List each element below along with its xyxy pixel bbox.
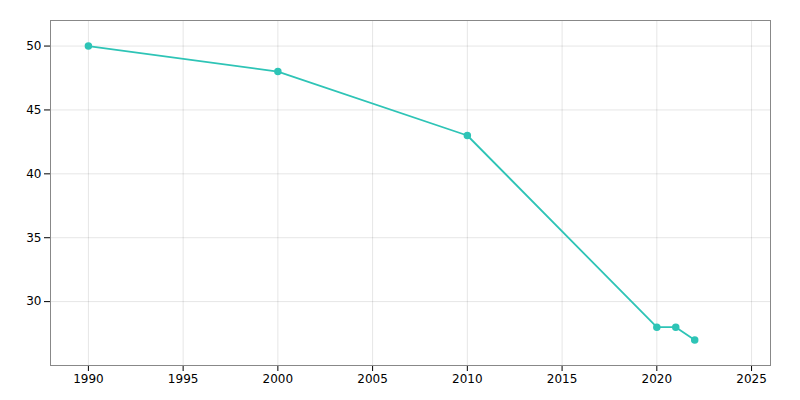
svg-text:45: 45 — [26, 103, 41, 117]
svg-text:2010: 2010 — [452, 372, 483, 386]
svg-text:40: 40 — [26, 167, 41, 181]
svg-text:2000: 2000 — [263, 372, 294, 386]
svg-text:2020: 2020 — [642, 372, 673, 386]
svg-text:2005: 2005 — [357, 372, 388, 386]
svg-text:1995: 1995 — [168, 372, 199, 386]
svg-text:2015: 2015 — [547, 372, 578, 386]
svg-text:1990: 1990 — [73, 372, 104, 386]
svg-text:2025: 2025 — [736, 372, 767, 386]
svg-text:30: 30 — [26, 294, 41, 308]
svg-text:50: 50 — [26, 39, 41, 53]
svg-text:35: 35 — [26, 231, 41, 245]
